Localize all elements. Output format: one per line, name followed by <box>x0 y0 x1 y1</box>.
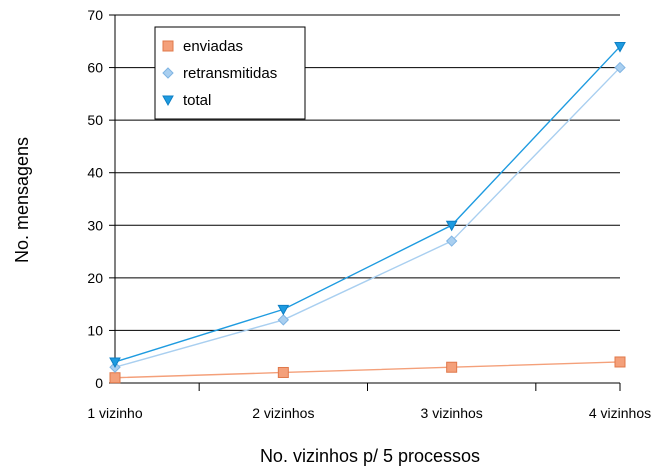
x-tick-label: 4 vizinhos <box>589 405 651 421</box>
data-point-enviadas <box>277 366 289 378</box>
y-tick-label: 40 <box>87 165 103 181</box>
legend-label: total <box>183 92 211 109</box>
x-tick-label: 3 vizinhos <box>421 405 483 421</box>
series-line-total <box>114 46 621 363</box>
axes <box>109 14 621 391</box>
x-axis-title: No. vizinhos p/ 5 processos <box>260 446 480 466</box>
y-tick-label: 10 <box>87 322 103 338</box>
legend-item-retransmitidas: retransmitidas <box>162 65 277 82</box>
y-tick-labels: 0 10 20 30 40 50 60 70 <box>87 7 103 391</box>
series-total <box>109 42 626 369</box>
data-point-enviadas <box>109 372 121 384</box>
series-line-retransmitidas <box>114 67 621 368</box>
x-tick-label: 1 vizinho <box>87 405 142 421</box>
legend-box <box>154 26 306 120</box>
x-tick-label: 2 vizinhos <box>252 405 314 421</box>
y-tick-label: 20 <box>87 270 103 286</box>
legend-marker-retransmitidas <box>162 67 174 79</box>
legend-item-total: total <box>162 92 211 109</box>
data-point-enviadas <box>614 356 626 368</box>
data-point-total <box>614 42 626 53</box>
series-retransmitidas <box>109 61 626 373</box>
x-tick-labels: 1 vizinho 2 vizinhos 3 vizinhos 4 vizinhos <box>87 405 651 421</box>
y-tick-label: 30 <box>87 217 103 233</box>
legend-item-enviadas: enviadas <box>162 38 243 55</box>
legend: enviadas retransmitidas total <box>154 26 306 120</box>
data-point-retransmitidas <box>445 235 458 247</box>
y-tick-label: 60 <box>87 60 103 76</box>
legend-marker-enviadas <box>162 40 174 52</box>
legend-label: retransmitidas <box>183 65 277 82</box>
series-enviadas <box>109 356 626 384</box>
legend-marker-total <box>162 95 174 107</box>
legend-label: enviadas <box>183 38 243 55</box>
series-group <box>109 42 626 384</box>
y-tick-label: 50 <box>87 112 103 128</box>
data-point-total <box>109 357 121 369</box>
y-axis-title: No. mensagens <box>12 137 32 263</box>
data-point-total <box>445 220 458 232</box>
data-point-retransmitidas <box>614 61 626 74</box>
data-point-total <box>277 304 290 316</box>
y-tick-label: 0 <box>95 375 103 391</box>
y-tick-label: 70 <box>87 7 103 23</box>
data-point-enviadas <box>446 361 458 373</box>
data-point-retransmitidas <box>277 314 290 326</box>
series-line-enviadas <box>114 361 621 379</box>
